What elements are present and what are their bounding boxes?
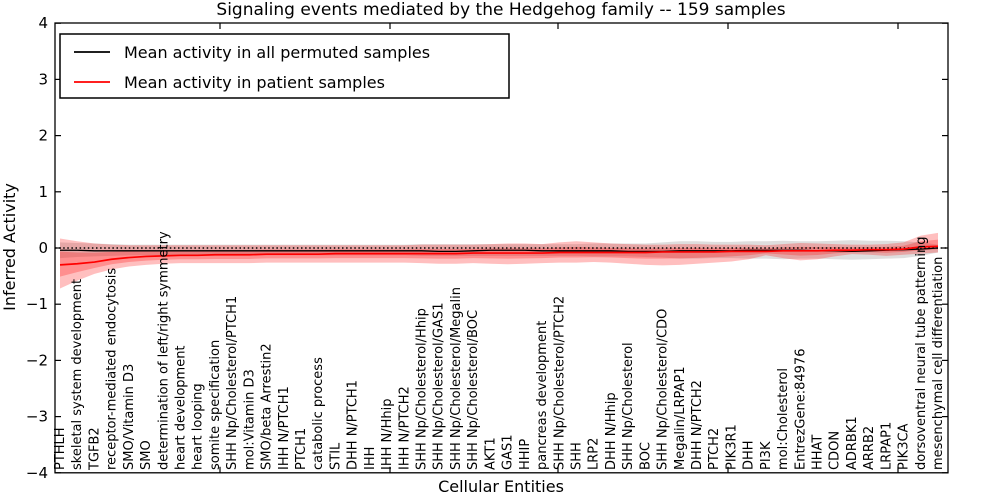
- patient-band: [60, 232, 938, 289]
- y-tick-label: −3: [26, 408, 48, 426]
- x-tick-label: LRP2: [587, 438, 602, 470]
- y-tick-label: 1: [38, 183, 48, 201]
- legend-label-patient: Mean activity in patient samples: [124, 73, 385, 92]
- chart-title: Signaling events mediated by the Hedgeho…: [216, 0, 785, 20]
- x-tick-label: SHH: [569, 442, 584, 470]
- x-tick-label: PIK3R1: [724, 424, 739, 470]
- x-tick-label: IHH N/PTCH2: [397, 386, 412, 470]
- x-tick-label: SHH Np/Cholesterol: [621, 342, 636, 470]
- x-tick-label: determination of left/right symmetry: [156, 231, 171, 470]
- legend-box: [59, 33, 510, 99]
- x-tick-label: GAS1: [501, 435, 516, 471]
- y-tick-label: 4: [38, 14, 48, 32]
- y-tick-label: −4: [26, 464, 48, 482]
- y-tick-label: 3: [38, 70, 48, 88]
- y-tick-label: −1: [26, 295, 48, 313]
- y-tick-label: −2: [26, 351, 48, 369]
- x-tick-label: somite specification: [208, 340, 223, 470]
- x-tick-label: IHH N/Hhip: [380, 399, 395, 471]
- x-tick-label: LRPAP1: [879, 422, 894, 470]
- x-tick-label: HHAT: [810, 435, 825, 470]
- x-tick-label: BOC: [638, 442, 653, 470]
- x-tick-label: SHH Np/Cholesterol/PTCH1: [225, 296, 240, 470]
- x-tick-label: PTCH1: [294, 428, 309, 470]
- x-tick-label: receptor-mediated endocytosis: [105, 268, 120, 470]
- x-tick-label: SHH Np/Cholesterol/PTCH2: [552, 296, 567, 470]
- x-tick-label: pancreas development: [535, 321, 550, 470]
- x-tick-label: SHH Np/Cholesterol/Megalin: [449, 287, 464, 470]
- x-tick-label: AKT1: [483, 437, 498, 470]
- x-tick-label: mesenchymal cell differentiation: [931, 257, 946, 470]
- x-tick-label: SMO/Vitamin D3: [122, 364, 137, 470]
- x-tick-label: IHH N/PTCH1: [277, 386, 292, 470]
- bands-layer: [60, 232, 938, 289]
- x-tick-label: catabolic process: [311, 357, 326, 470]
- x-tick-label: Megalin/LRPAP1: [673, 366, 688, 470]
- patient-band-inner: [60, 239, 938, 277]
- x-tick-label: STIL: [328, 442, 343, 470]
- x-tick-label: dorsoventral neural tube patterning: [914, 237, 929, 470]
- lines-layer: [55, 245, 948, 266]
- x-tick-label: DHH N/Hhip: [604, 392, 619, 470]
- x-tick-label: ADRBK1: [845, 416, 860, 470]
- x-tick-label: DHH N/PTCH2: [690, 380, 705, 470]
- y-axis-label: Inferred Activity: [0, 183, 19, 311]
- x-tick-label: PIK3CA: [897, 423, 912, 470]
- x-tick-label: DHH: [742, 440, 757, 470]
- x-axis-label: Cellular Entities: [438, 477, 564, 496]
- x-tick-label: mol:Vitamin D3: [242, 369, 257, 470]
- x-tick-label: EntrezGene:84976: [793, 349, 808, 470]
- x-tick-label: mol:Cholesterol: [776, 368, 791, 470]
- x-tick-label: DHH N/PTCH1: [346, 380, 361, 470]
- x-tick-label: ARRB2: [862, 426, 877, 470]
- patient-mean-line: [59, 245, 939, 266]
- x-tick-label: SHH Np/Cholesterol/GAS1: [432, 302, 447, 470]
- x-tick-label: SHH Np/Cholesterol/Hhip: [415, 308, 430, 470]
- x-tick-label: HHIP: [518, 439, 533, 470]
- x-tick-label: heart looping: [191, 383, 206, 470]
- legend-label-permuted: Mean activity in all permuted samples: [124, 43, 430, 62]
- x-tick-label: CDON: [828, 431, 843, 470]
- legend: Mean activity in all permuted samples Me…: [59, 33, 510, 99]
- y-tick-label: 2: [38, 127, 48, 145]
- x-tick-label: SHH Np/Cholesterol/CDO: [656, 309, 671, 470]
- axes-layer: 4 3 2 1 0 −1 −2 −3 −4 PTHLH skeletal system develo…: [26, 14, 948, 482]
- x-tick-label: SMO/beta Arrestin2: [260, 343, 275, 470]
- x-tick-label: SHH Np/Cholesterol/BOC: [466, 310, 481, 470]
- x-tick-label: IHH: [363, 447, 378, 470]
- y-tick-label: 0: [38, 239, 48, 257]
- x-tick-label: heart development: [174, 345, 189, 470]
- x-tick-label: skeletal system development: [70, 279, 85, 470]
- x-tick-label: PI3K: [759, 441, 774, 470]
- x-tick-label: PTCH2: [707, 428, 722, 470]
- x-tick-label: PTHLH: [53, 427, 68, 470]
- x-tick-label: SMO: [139, 440, 154, 470]
- plot-frame: [54, 22, 949, 474]
- x-tick-label: TGFB2: [87, 427, 102, 471]
